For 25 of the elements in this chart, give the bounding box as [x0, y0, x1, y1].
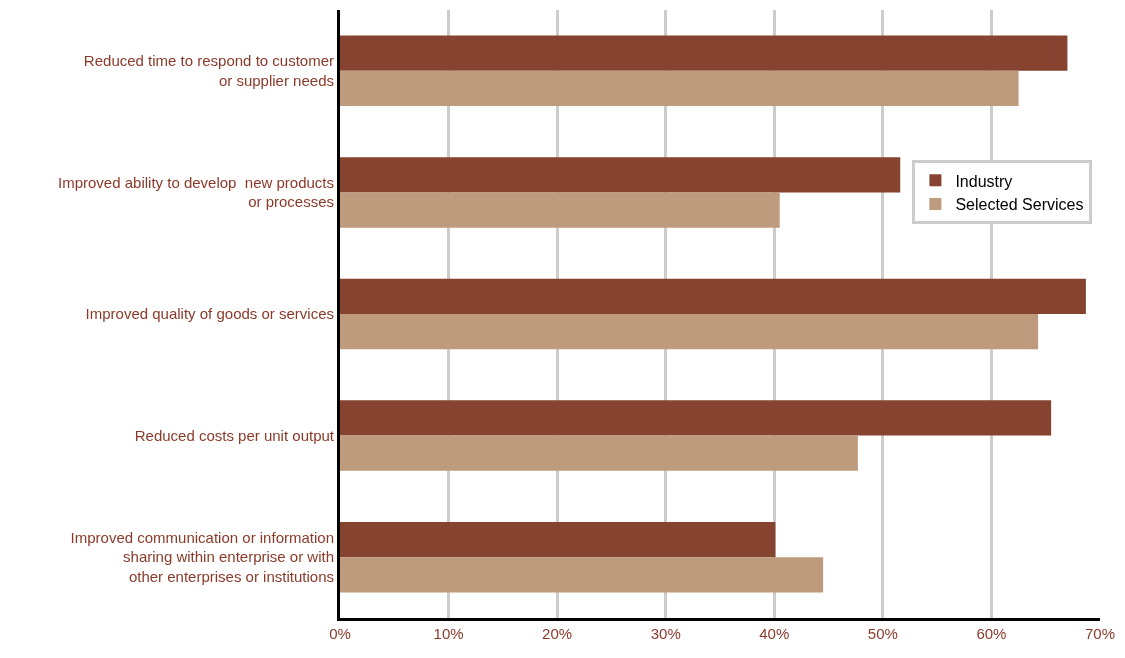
x-tick-label: 30% [650, 625, 681, 642]
x-tick-label: 10% [433, 625, 464, 642]
y-tick-label: Improved ability to develop new products or processes [58, 173, 334, 211]
x-tick-label: 0% [329, 625, 351, 642]
x-tick-label: 70% [1084, 625, 1116, 642]
y-tick-label: Improved quality of goods or services [85, 305, 334, 323]
bar [340, 157, 901, 193]
bar [340, 314, 1039, 350]
legend-label: Industry [955, 172, 1013, 190]
bar [340, 400, 1052, 436]
y-tick-label: Improved communication or information sharing within enterprise or with other enterprises or institutions [70, 528, 334, 585]
bar [340, 70, 1019, 107]
bar [340, 521, 776, 558]
bar [340, 557, 824, 593]
bar [340, 435, 858, 471]
legend-label: Selected Services [955, 196, 1084, 214]
x-tick-label: 40% [759, 625, 790, 642]
x-tick-label: 60% [976, 625, 1007, 642]
x-tick-label: 50% [867, 625, 898, 642]
x-tick-label: 20% [542, 625, 573, 642]
bar [340, 35, 1068, 71]
bar [340, 192, 780, 228]
y-tick-label: Reduced costs per unit output [134, 426, 335, 444]
bar [340, 278, 1086, 314]
y-tick-label: Reduced time to respond to customer or supplier needs [83, 52, 334, 89]
